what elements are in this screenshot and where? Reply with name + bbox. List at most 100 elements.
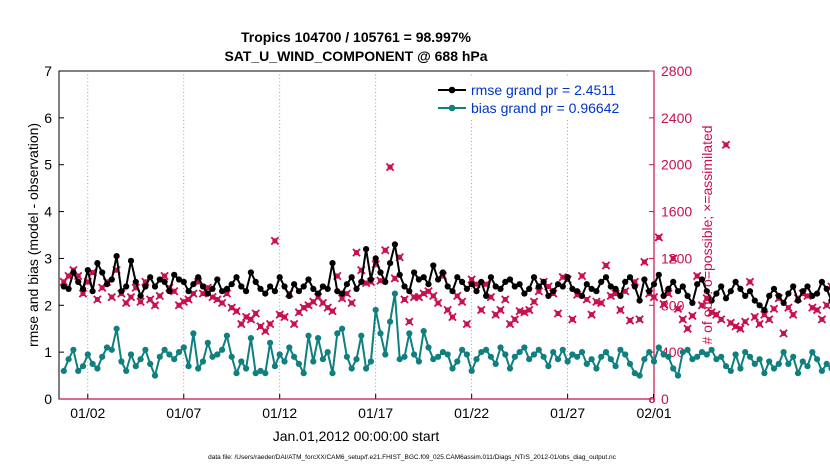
plot-area — [58, 70, 655, 400]
bias-point — [195, 365, 202, 372]
rmse-point — [761, 306, 768, 314]
rmse-point — [511, 283, 518, 290]
rmse-point — [343, 281, 350, 288]
bias-point — [89, 360, 96, 367]
legend-bias-marker — [448, 104, 456, 112]
rmse-point — [377, 269, 384, 276]
obs-marker — [788, 310, 798, 319]
rmse-point — [324, 285, 331, 292]
bias-point — [319, 356, 326, 363]
obs-marker — [174, 301, 184, 310]
bias-point — [65, 356, 72, 363]
bias-point — [238, 358, 245, 365]
y2-tick-label: 1200 — [661, 250, 692, 266]
bias-point — [339, 325, 346, 332]
obs-marker — [150, 301, 160, 310]
y-tick-label: 5 — [44, 157, 52, 173]
rmse-point — [396, 271, 403, 278]
bias-point — [276, 351, 283, 358]
rmse-point — [219, 288, 226, 295]
rmse-point — [70, 269, 77, 276]
bias-point — [439, 349, 446, 356]
bias-point — [674, 372, 682, 379]
bias-point — [175, 349, 183, 356]
bias-point — [775, 360, 782, 367]
bias-point — [387, 318, 394, 325]
y-tick-label: 7 — [44, 63, 52, 79]
bias-point — [75, 367, 82, 374]
rmse-point — [84, 267, 91, 274]
rmse-point — [190, 281, 197, 288]
rmse-point — [814, 290, 821, 297]
rmse-point — [756, 302, 763, 309]
rmse-point — [516, 281, 523, 288]
bias-point — [622, 351, 629, 358]
bias-point — [550, 349, 557, 356]
bias-point — [415, 358, 422, 365]
bias-point — [761, 370, 768, 377]
chart-title: Tropics 104700 / 105761 = 98.997% — [241, 29, 472, 45]
obs-marker — [726, 318, 736, 328]
obs-marker — [784, 303, 793, 312]
rmse-point — [89, 288, 96, 295]
rmse-point — [75, 278, 82, 285]
obs-marker — [721, 140, 731, 150]
x-axis-label: Jan.01,2012 00:00:00 start — [273, 428, 440, 444]
rmse-point — [387, 260, 394, 267]
rmse-point — [569, 285, 576, 292]
rmse-point — [670, 278, 677, 285]
legend-box — [432, 78, 647, 120]
bias-point — [655, 344, 662, 351]
bias-point — [233, 370, 240, 377]
bias-point — [598, 353, 605, 360]
bias-point — [425, 344, 432, 351]
bias-point — [737, 365, 744, 372]
y-tick-label: 3 — [44, 250, 52, 266]
rmse-point — [631, 283, 638, 290]
bias-point — [780, 349, 787, 356]
rmse-point — [785, 290, 792, 297]
obs-marker — [616, 305, 625, 315]
rmse-point — [223, 285, 230, 292]
rmse-point — [391, 241, 398, 248]
rmse-point — [655, 271, 662, 278]
obs-marker — [635, 315, 644, 324]
rmse-point — [598, 278, 605, 285]
bias-point — [449, 365, 456, 372]
rmse-point — [65, 285, 72, 292]
bias-point — [593, 365, 600, 372]
rmse-point — [550, 288, 557, 295]
bias-point — [377, 330, 384, 337]
bias-point — [127, 351, 135, 358]
bias-point — [123, 367, 130, 374]
bias-point — [315, 335, 322, 342]
y-axis-label: rmse and bias (model - observation) — [25, 123, 41, 347]
rmse-point — [742, 292, 749, 299]
obs-marker — [817, 315, 827, 324]
obs-marker — [304, 301, 313, 310]
rmse-point — [459, 278, 466, 285]
y2-tick-label: 0 — [661, 391, 669, 407]
rmse-point — [770, 285, 778, 292]
rmse-point — [454, 274, 461, 281]
bias-point — [636, 372, 643, 379]
y-tick-label: 2 — [44, 297, 52, 313]
rmse-point — [353, 285, 360, 292]
y2-tick-label: 1600 — [661, 204, 692, 220]
obs-marker — [534, 286, 544, 296]
bias-point — [535, 346, 542, 353]
obs-marker — [697, 301, 707, 310]
bias-point — [204, 339, 211, 346]
rmse-point — [401, 283, 408, 290]
obs-marker — [750, 312, 760, 322]
rmse-point — [315, 290, 322, 297]
rmse-point — [804, 283, 811, 290]
rmse-point — [310, 285, 317, 292]
rmse-point — [214, 276, 221, 283]
obs-marker — [169, 286, 179, 296]
bias-point — [329, 370, 336, 377]
bias-point — [722, 363, 730, 370]
obs-marker — [740, 317, 750, 326]
rmse-point — [713, 290, 720, 297]
rmse-point — [722, 295, 730, 302]
